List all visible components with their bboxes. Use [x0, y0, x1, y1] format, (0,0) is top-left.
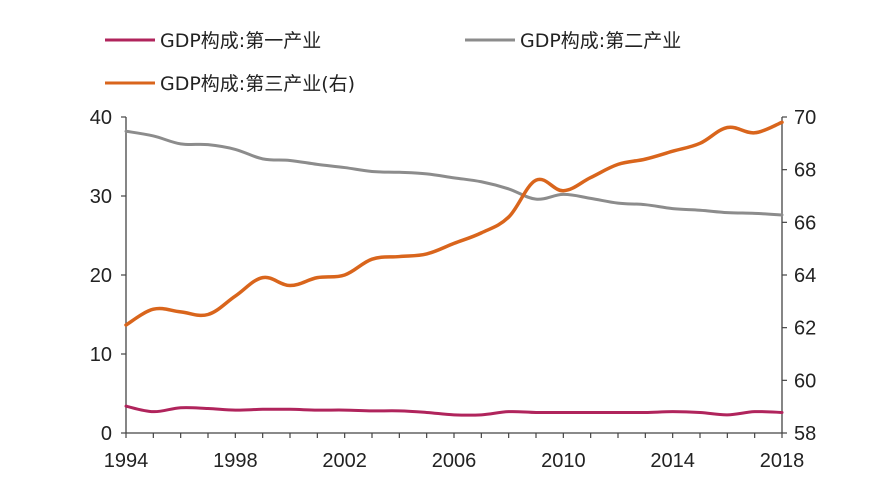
primary-industry-line	[124, 404, 784, 417]
series-group	[124, 120, 784, 417]
tick-group: 0 10 20 30 40 58 60 62 64 66 68 70 1994 1998 2002 2006 2…	[90, 107, 817, 472]
x-tick-label: 1994	[104, 450, 149, 472]
legend-label-primary: GDP构成:第一产业	[160, 30, 321, 52]
axes	[125, 117, 783, 434]
left-y-tick-label: 30	[90, 186, 112, 208]
x-tick-label: 2010	[541, 450, 586, 472]
right-y-tick-label: 68	[794, 160, 816, 182]
left-y-tick-label: 40	[90, 107, 112, 129]
right-y-tick-label: 64	[794, 265, 816, 287]
legend-item-tertiary: GDP构成:第三产业(右)	[105, 73, 355, 95]
left-y-tick-label: 10	[90, 344, 112, 366]
legend-item-primary: GDP构成:第一产业	[105, 30, 321, 52]
legend: GDP构成:第一产业 GDP构成:第二产业 GDP构成:第三产业(右)	[105, 30, 681, 95]
legend-label-secondary: GDP构成:第二产业	[520, 30, 681, 52]
tertiary-industry-line	[124, 120, 784, 327]
secondary-industry-line	[124, 129, 784, 217]
x-tick-label: 1998	[213, 450, 258, 472]
x-tick-label: 2014	[650, 450, 695, 472]
right-y-tick-label: 62	[794, 318, 816, 340]
right-y-tick-label: 58	[794, 423, 816, 445]
right-y-tick-label: 66	[794, 212, 816, 234]
right-y-tick-label: 70	[794, 107, 816, 129]
x-tick-label: 2002	[322, 450, 367, 472]
legend-label-tertiary: GDP构成:第三产业(右)	[160, 73, 355, 95]
x-tick-label: 2006	[432, 450, 477, 472]
x-tick-label: 2018	[760, 450, 805, 472]
legend-item-secondary: GDP构成:第二产业	[465, 30, 681, 52]
left-y-tick-label: 0	[101, 423, 112, 445]
right-y-tick-label: 60	[794, 370, 816, 392]
left-y-tick-label: 20	[90, 265, 112, 287]
